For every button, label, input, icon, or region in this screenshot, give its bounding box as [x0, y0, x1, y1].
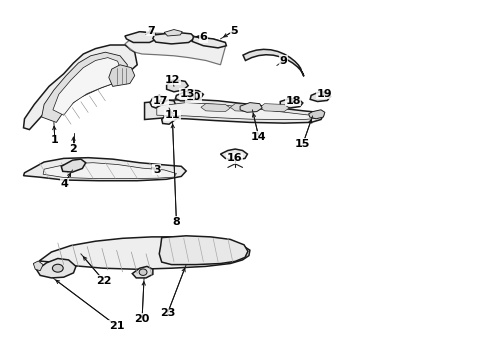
Polygon shape	[192, 37, 226, 48]
Text: 1: 1	[51, 135, 59, 145]
Polygon shape	[159, 236, 248, 265]
Text: 23: 23	[160, 308, 175, 318]
Text: 18: 18	[285, 96, 301, 106]
Polygon shape	[24, 45, 137, 130]
Polygon shape	[201, 104, 230, 112]
Polygon shape	[230, 104, 260, 112]
Text: 22: 22	[96, 276, 112, 286]
Text: 12: 12	[165, 75, 180, 85]
Polygon shape	[157, 103, 318, 120]
Polygon shape	[37, 258, 76, 278]
Polygon shape	[43, 163, 176, 179]
Polygon shape	[240, 103, 262, 112]
Text: 8: 8	[172, 217, 180, 227]
Text: 6: 6	[199, 32, 207, 42]
Polygon shape	[309, 110, 325, 119]
Polygon shape	[53, 58, 122, 115]
Text: 7: 7	[147, 26, 155, 36]
Polygon shape	[61, 159, 86, 172]
Text: 3: 3	[153, 165, 161, 175]
Polygon shape	[150, 95, 166, 108]
Polygon shape	[167, 80, 188, 92]
Polygon shape	[175, 92, 196, 101]
Polygon shape	[182, 90, 203, 100]
Polygon shape	[145, 99, 323, 123]
Text: 15: 15	[295, 139, 311, 149]
Polygon shape	[164, 30, 182, 36]
Polygon shape	[310, 92, 331, 102]
Text: 13: 13	[179, 89, 195, 99]
Text: 5: 5	[230, 26, 238, 36]
Text: 4: 4	[61, 179, 69, 189]
Polygon shape	[109, 65, 135, 86]
Polygon shape	[39, 237, 250, 269]
Text: 14: 14	[251, 132, 267, 142]
Polygon shape	[132, 266, 153, 278]
Ellipse shape	[52, 264, 63, 272]
Polygon shape	[220, 149, 247, 160]
Text: 17: 17	[153, 96, 169, 106]
Polygon shape	[162, 111, 181, 124]
Text: 16: 16	[226, 153, 242, 163]
Polygon shape	[125, 32, 159, 42]
Ellipse shape	[139, 269, 147, 275]
Text: 9: 9	[279, 56, 287, 66]
Text: 21: 21	[109, 321, 124, 331]
Polygon shape	[280, 99, 303, 108]
Text: 10: 10	[186, 92, 201, 102]
Polygon shape	[125, 32, 225, 65]
Polygon shape	[260, 104, 289, 112]
Text: 11: 11	[165, 110, 180, 120]
Polygon shape	[243, 49, 304, 76]
Polygon shape	[153, 32, 195, 44]
Polygon shape	[42, 52, 127, 122]
Polygon shape	[33, 261, 43, 271]
Text: 2: 2	[70, 144, 77, 154]
Polygon shape	[161, 100, 175, 112]
Text: 19: 19	[317, 89, 332, 99]
Text: 20: 20	[134, 314, 150, 324]
Polygon shape	[24, 158, 186, 181]
